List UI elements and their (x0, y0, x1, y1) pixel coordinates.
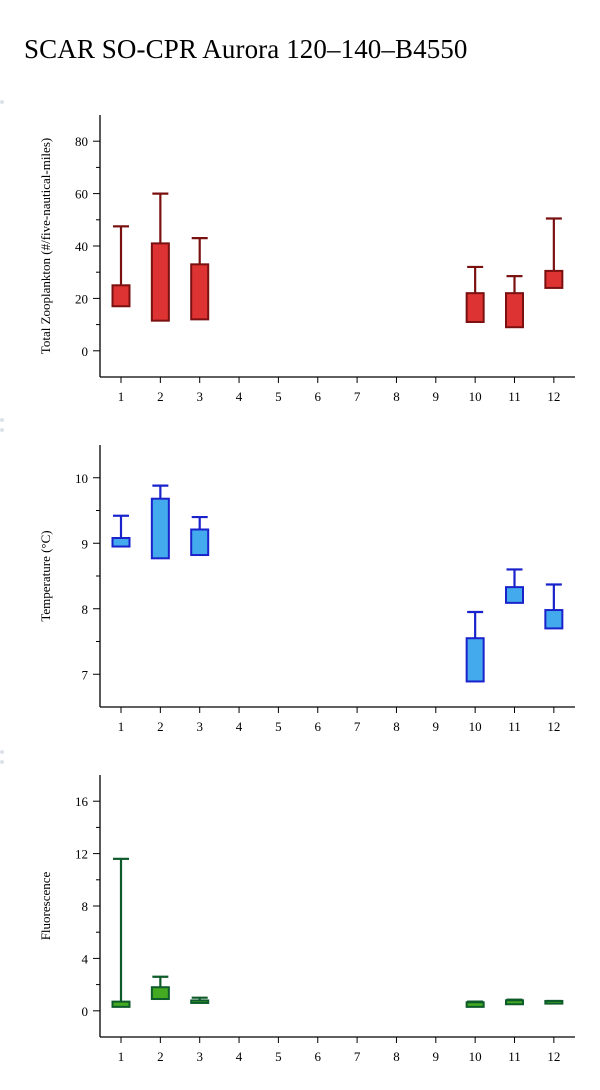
x-tick-label: 12 (547, 1049, 560, 1064)
y-tick-label: 8 (82, 602, 89, 617)
box-3 (190, 263, 210, 321)
x-tick-label: 6 (315, 1049, 322, 1064)
y-tick-label: 16 (75, 794, 89, 809)
x-tick-label: 5 (275, 719, 282, 734)
x-tick-label: 10 (469, 389, 482, 404)
edge-dot (0, 750, 4, 754)
y-tick-label: 20 (75, 291, 88, 306)
edge-dot (0, 418, 4, 422)
x-tick-label: 8 (393, 719, 400, 734)
x-tick-label: 8 (393, 389, 400, 404)
x-tick-label: 1 (118, 1049, 125, 1064)
box-10 (465, 637, 485, 683)
y-tick-label: 0 (82, 344, 89, 359)
x-tick-label: 8 (393, 1049, 400, 1064)
box-11 (505, 586, 524, 604)
box-2 (150, 986, 170, 1001)
x-tick-label: 2 (157, 389, 164, 404)
x-tick-label: 12 (547, 719, 560, 734)
box-1 (111, 537, 131, 548)
x-tick-label: 4 (236, 389, 243, 404)
x-tick-label: 9 (433, 389, 440, 404)
x-tick-label: 4 (236, 1049, 243, 1064)
y-axis-label: Total Zooplankton (#/five-nautical-miles… (38, 138, 53, 354)
page-title: SCAR SO-CPR Aurora 120–140–B4550 (24, 34, 468, 64)
x-tick-label: 3 (196, 719, 203, 734)
x-tick-label: 7 (354, 1049, 361, 1064)
box-3 (190, 528, 210, 557)
y-axis-label: Temperature (°C) (38, 530, 53, 621)
edge-dot (0, 428, 4, 432)
fluorescence-chart-panel: 0481216123456789101112FluorescenceMonthl… (0, 760, 600, 1080)
box-1 (111, 1000, 131, 1008)
fluorescence-box-plot: 0481216123456789101112FluorescenceMonthl… (38, 775, 575, 1064)
x-tick-label: 2 (157, 719, 164, 734)
y-tick-label: 60 (75, 187, 88, 202)
x-tick-label: 1 (118, 389, 125, 404)
x-tick-label: 3 (196, 389, 203, 404)
box-12 (544, 269, 564, 289)
box-10 (465, 292, 485, 323)
x-tick-label: 5 (275, 389, 282, 404)
y-tick-label: 8 (82, 899, 89, 914)
box-3 (190, 999, 210, 1004)
x-tick-label: 7 (354, 389, 361, 404)
box-12 (544, 999, 564, 1005)
x-tick-label: 11 (508, 1049, 521, 1064)
x-tick-label: 3 (196, 1049, 203, 1064)
x-tick-label: 12 (547, 389, 560, 404)
edge-dot (0, 760, 4, 764)
y-tick-label: 0 (82, 1004, 89, 1019)
box-1 (111, 284, 131, 308)
x-tick-label: 11 (508, 719, 521, 734)
x-tick-label: 2 (157, 1049, 164, 1064)
x-tick-label: 6 (315, 719, 322, 734)
y-tick-label: 40 (75, 239, 88, 254)
y-axis-label: Fluorescence (38, 871, 53, 940)
x-tick-label: 10 (469, 1049, 482, 1064)
x-tick-label: 9 (433, 719, 440, 734)
box-2 (150, 497, 170, 560)
box-11 (505, 999, 524, 1006)
y-tick-label: 4 (82, 951, 89, 966)
x-tick-label: 10 (469, 719, 482, 734)
y-tick-label: 12 (75, 847, 88, 862)
edge-dot (0, 100, 4, 104)
box-2 (150, 242, 170, 322)
box-10 (465, 1001, 485, 1008)
box-12 (544, 609, 564, 630)
x-tick-label: 7 (354, 719, 361, 734)
zooplankton-chart-panel: 0 20 40 60 80 1 2 3 4 5 6 7 8 9 10 11 12 Total Zooplankto… (0, 100, 600, 420)
x-tick-label: 6 (315, 389, 322, 404)
y-tick-label: 9 (82, 536, 89, 551)
x-tick-label: 9 (433, 1049, 440, 1064)
y-tick-label: 10 (75, 471, 88, 486)
x-tick-label: 1 (118, 719, 125, 734)
x-tick-label: 5 (275, 1049, 282, 1064)
x-tick-label: 11 (508, 389, 521, 404)
x-tick-label: 4 (236, 719, 243, 734)
y-tick-label: 7 (82, 667, 89, 682)
box-11 (505, 292, 524, 329)
y-tick-label: 80 (75, 134, 88, 149)
